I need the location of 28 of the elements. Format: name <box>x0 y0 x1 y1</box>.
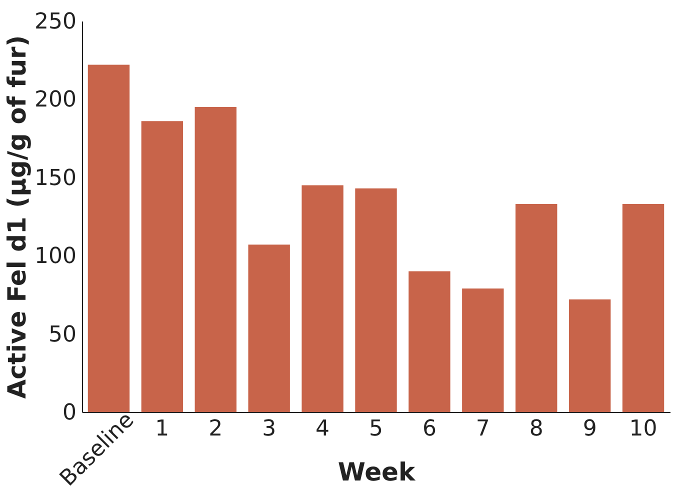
bar <box>516 204 558 412</box>
x-tick-label: 1 <box>155 416 170 442</box>
bar <box>141 121 184 412</box>
x-tick-label: 2 <box>208 416 223 442</box>
bar <box>355 188 397 412</box>
x-axis-title: Week <box>338 458 416 486</box>
y-tick-label: 250 <box>34 10 76 34</box>
bar <box>302 185 344 412</box>
bar <box>194 107 236 412</box>
x-tick-label: 10 <box>629 416 658 442</box>
y-tick-label: 50 <box>48 322 76 348</box>
x-tick-label: 7 <box>476 416 490 442</box>
x-tick-label: 4 <box>316 416 330 442</box>
y-axis-title: Active Fel d1 (µg/g of fur) <box>2 35 32 399</box>
bar <box>408 271 450 412</box>
y-tick-label: 100 <box>34 244 76 270</box>
y-tick-label: 200 <box>34 88 76 113</box>
x-tick-label: 9 <box>582 416 597 442</box>
x-tick-label: 8 <box>529 416 544 442</box>
bar <box>248 244 290 412</box>
y-tick-label: 150 <box>34 166 76 191</box>
bar <box>568 299 611 412</box>
bar <box>88 64 130 412</box>
bar <box>622 204 664 412</box>
x-tick-label: 5 <box>369 416 383 442</box>
bar <box>462 288 504 412</box>
x-tick-label: 3 <box>262 416 276 442</box>
x-tick-label: 6 <box>422 416 436 442</box>
